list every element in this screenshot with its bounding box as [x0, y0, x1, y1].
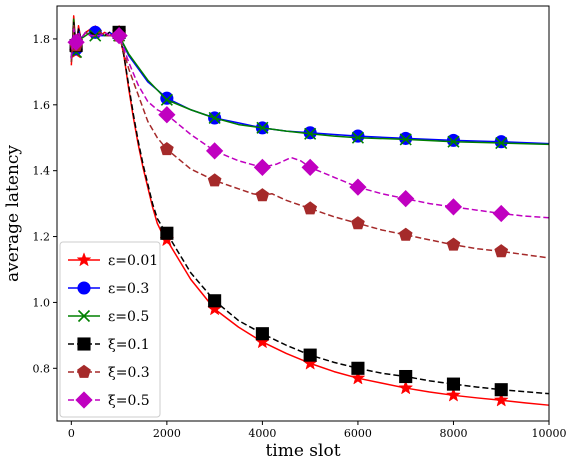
- x-tick-label: 0: [68, 427, 75, 440]
- data-point: [445, 387, 461, 402]
- legend-entry: ξ=0.3: [68, 364, 150, 381]
- data-point: [255, 188, 270, 202]
- data-point: [160, 93, 173, 106]
- data-point: [492, 204, 510, 223]
- data-point: [160, 142, 174, 156]
- y-tick-label: 0.8: [33, 362, 51, 375]
- data-point: [303, 201, 318, 215]
- legend-marker: [76, 252, 92, 267]
- y-tick-label: 1.0: [33, 296, 51, 309]
- data-point: [446, 377, 461, 391]
- data-point: [398, 380, 414, 395]
- data-point: [447, 135, 460, 148]
- series-line: [70, 21, 550, 145]
- series-line: [70, 28, 550, 219]
- series-4: [69, 21, 550, 397]
- legend-marker: [75, 391, 93, 409]
- data-point: [256, 121, 269, 134]
- legend-label: ε=0.01: [108, 253, 158, 269]
- legend-entry: ε=0.01: [68, 252, 158, 269]
- data-point: [444, 198, 463, 216]
- data-point: [255, 327, 269, 341]
- data-point: [351, 129, 365, 143]
- data-point: [158, 106, 176, 124]
- data-point: [494, 135, 508, 149]
- series-2: [69, 21, 550, 149]
- data-point: [399, 369, 413, 384]
- data-point: [110, 27, 128, 45]
- legend: ε=0.01 ε=0.3 ε=0.5 ξ=0.1 ξ=0.3 ξ=0.5: [59, 241, 161, 418]
- data-point: [67, 33, 85, 51]
- data-point: [398, 227, 413, 241]
- y-tick-label: 1.4: [33, 165, 51, 178]
- legend-label: ξ=0.5: [108, 393, 150, 409]
- data-point: [351, 216, 365, 230]
- legend-marker: [77, 309, 91, 323]
- x-tick-label: 6000: [344, 427, 372, 440]
- data-point: [494, 383, 508, 397]
- data-point: [303, 348, 317, 362]
- legend-entry: ξ=0.1: [68, 337, 150, 353]
- legend-marker: [77, 337, 91, 351]
- x-axis-label: time slot: [265, 441, 340, 458]
- legend-label: ε=0.5: [108, 309, 149, 325]
- data-point: [208, 294, 222, 308]
- legend-marker: [77, 364, 91, 378]
- data-point: [349, 178, 367, 196]
- plot-frame: [56, 5, 550, 422]
- legend-entry: ε=0.5: [68, 309, 149, 325]
- legend-label: ε=0.3: [108, 281, 149, 297]
- data-point: [304, 127, 317, 140]
- series-line: [70, 18, 550, 146]
- legend-entry: ξ=0.5: [68, 391, 150, 409]
- x-tick-label: 2000: [153, 427, 181, 440]
- y-tick-label: 1.6: [33, 99, 51, 112]
- legend-entry: ε=0.3: [68, 281, 149, 297]
- data-point: [253, 158, 272, 177]
- x-tick-label: 4000: [248, 427, 276, 440]
- series-line: [70, 21, 550, 395]
- data-point: [494, 244, 509, 258]
- legend-label: ξ=0.3: [108, 365, 150, 381]
- data-point: [208, 111, 221, 125]
- data-point: [397, 190, 415, 208]
- data-point: [351, 361, 365, 375]
- y-tick-label: 1.8: [33, 33, 51, 46]
- data-point: [160, 226, 174, 240]
- data-point: [350, 370, 366, 385]
- data-point: [446, 133, 461, 147]
- data-point: [446, 237, 461, 251]
- data-point: [495, 136, 508, 150]
- y-tick-label: 1.2: [33, 231, 51, 244]
- x-tick-label: 8000: [439, 427, 467, 440]
- data-point: [399, 133, 412, 146]
- series-layer: [67, 15, 550, 407]
- legend-label: ξ=0.1: [108, 337, 150, 353]
- data-point: [351, 131, 364, 144]
- data-point: [206, 142, 224, 160]
- y-axis-label: average latency: [3, 145, 23, 282]
- x-tick-label: 10000: [532, 427, 566, 440]
- data-point: [301, 158, 319, 177]
- tick-layer: 0 2000 4000 6000 8000 10000 0.8 1.0 1.2 1.4 1.6 1.8: [33, 33, 566, 440]
- data-point: [160, 91, 174, 105]
- series-6: [67, 27, 550, 223]
- data-point: [493, 392, 509, 407]
- legend-marker: [77, 281, 91, 295]
- data-point: [207, 173, 222, 187]
- series-3: [70, 18, 550, 150]
